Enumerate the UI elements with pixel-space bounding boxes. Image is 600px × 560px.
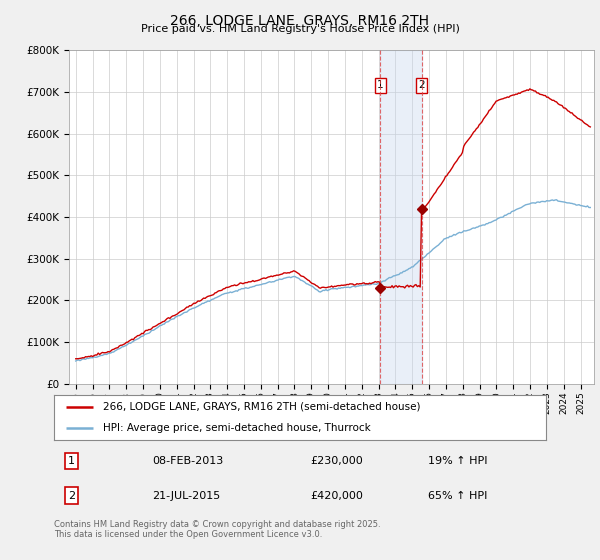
Text: 2: 2 — [68, 491, 75, 501]
Text: 08-FEB-2013: 08-FEB-2013 — [152, 456, 224, 466]
Text: £420,000: £420,000 — [310, 491, 363, 501]
Text: 1: 1 — [68, 456, 75, 466]
Text: 1: 1 — [377, 81, 383, 90]
Text: 266, LODGE LANE, GRAYS, RM16 2TH (semi-detached house): 266, LODGE LANE, GRAYS, RM16 2TH (semi-d… — [103, 402, 421, 412]
Text: Price paid vs. HM Land Registry's House Price Index (HPI): Price paid vs. HM Land Registry's House … — [140, 24, 460, 34]
Text: 21-JUL-2015: 21-JUL-2015 — [152, 491, 221, 501]
Text: HPI: Average price, semi-detached house, Thurrock: HPI: Average price, semi-detached house,… — [103, 422, 371, 432]
Text: Contains HM Land Registry data © Crown copyright and database right 2025.
This d: Contains HM Land Registry data © Crown c… — [54, 520, 380, 539]
Text: 65% ↑ HPI: 65% ↑ HPI — [428, 491, 487, 501]
Text: 19% ↑ HPI: 19% ↑ HPI — [428, 456, 487, 466]
Bar — [380, 50, 422, 384]
Text: £230,000: £230,000 — [310, 456, 362, 466]
Text: 2: 2 — [418, 81, 425, 90]
Text: 266, LODGE LANE, GRAYS, RM16 2TH: 266, LODGE LANE, GRAYS, RM16 2TH — [170, 14, 430, 28]
